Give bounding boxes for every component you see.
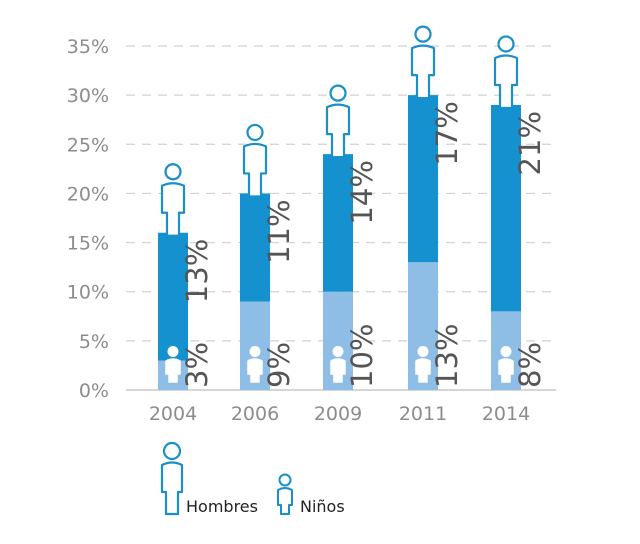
child-icon: [498, 346, 514, 383]
legend-item-ninos: Niños: [277, 473, 345, 516]
data-label-hombres: 21%: [513, 111, 547, 175]
child-icon: [277, 473, 293, 515]
data-label-ninos: 9%: [262, 342, 296, 388]
bar-group-2004: 13% 3% 2004: [149, 163, 214, 425]
man-icon: [160, 441, 184, 516]
bar-group-2014: 21% 8% 2014: [482, 35, 547, 425]
y-tick-label: 15%: [67, 233, 109, 255]
y-tick-label: 5%: [79, 331, 109, 353]
data-label-hombres: 14%: [345, 160, 379, 224]
data-label-ninos: 13%: [430, 324, 464, 388]
data-label-hombres: 13%: [180, 239, 214, 303]
bar-group-2009: 14% 10% 2009: [314, 84, 379, 425]
x-tick-label: 2006: [231, 403, 279, 425]
man-icon: [493, 35, 519, 110]
legend-item-hombres: Hombres: [160, 441, 258, 516]
child-icon: [165, 346, 181, 383]
bar-segment-hombres: [491, 104, 521, 312]
child-icon: [330, 346, 346, 383]
bar-segment-hombres: [408, 95, 438, 263]
data-label-ninos: 8%: [513, 342, 547, 388]
bar-segment-hombres: [158, 232, 188, 361]
x-tick-label: 2009: [314, 403, 362, 425]
bar-segment-hombres: [323, 154, 353, 292]
y-tick-label: 20%: [67, 183, 109, 205]
y-tick-label: 0%: [79, 380, 109, 402]
y-tick-label: 25%: [67, 134, 109, 156]
y-tick-label: 10%: [67, 282, 109, 304]
data-label-hombres: 11%: [262, 199, 296, 263]
y-tick-label: 35%: [67, 36, 109, 58]
bar-group-2011: 17% 13% 2011: [399, 25, 464, 425]
man-icon: [410, 25, 436, 100]
legend-label-ninos: Niños: [300, 497, 345, 516]
man-icon: [242, 123, 268, 198]
data-label-hombres: 17%: [430, 101, 464, 165]
man-icon: [160, 163, 186, 237]
x-tick-label: 2004: [149, 403, 197, 425]
x-tick-label: 2014: [482, 403, 530, 425]
child-icon: [415, 346, 431, 383]
y-tick-label: 30%: [67, 85, 109, 107]
bar-segment-hombres: [240, 193, 270, 302]
x-tick-label: 2011: [399, 403, 447, 425]
data-label-ninos: 3%: [180, 342, 214, 388]
bar-group-2006: 11% 9% 2006: [231, 123, 296, 425]
data-label-ninos: 10%: [345, 324, 379, 388]
legend-label-hombres: Hombres: [186, 497, 258, 516]
child-icon: [247, 346, 263, 383]
man-icon: [325, 84, 351, 159]
